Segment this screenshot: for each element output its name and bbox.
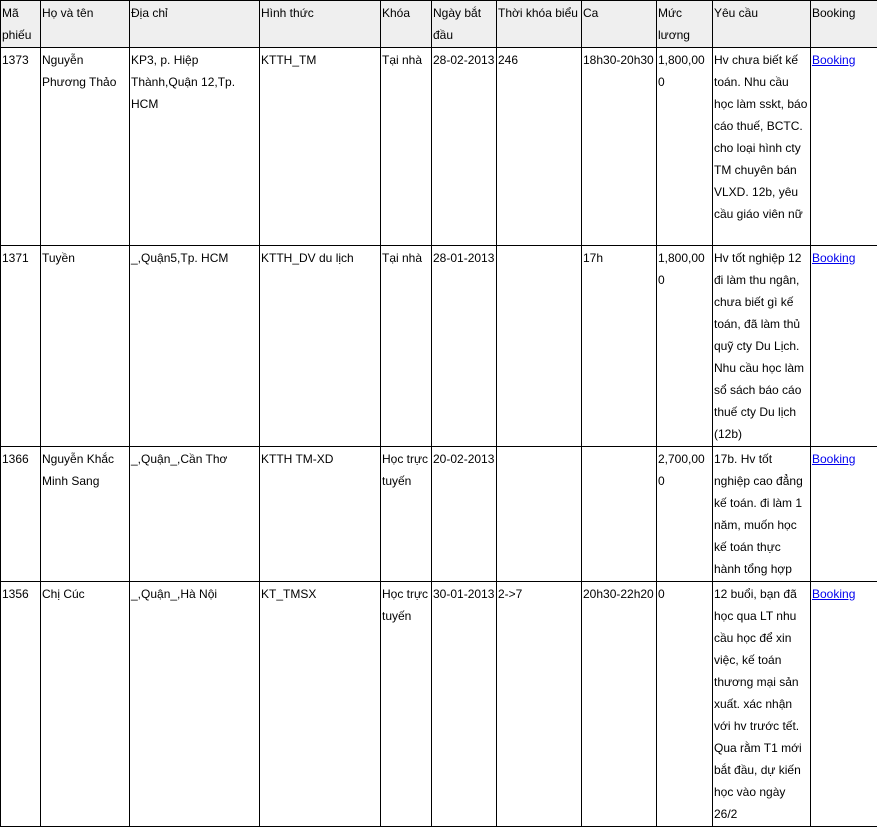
cell-course: Tại nhà — [381, 246, 432, 447]
cell-address: _,Quận_,Hà Nội — [130, 582, 260, 827]
header-hinh-thuc: Hình thức — [260, 1, 381, 48]
cell-address: _,Quận_,Cần Thơ — [130, 447, 260, 582]
cell-schedule: 246 — [497, 48, 582, 246]
cell-shift — [582, 447, 657, 582]
header-ma-phieu: Mã phiếu — [1, 1, 41, 48]
cell-request: Hv tốt nghiệp 12 đi làm thu ngân, chưa b… — [713, 246, 811, 447]
cell-type: KT_TMSX — [260, 582, 381, 827]
cell-id: 1366 — [1, 447, 41, 582]
cell-name: Nguyễn Khắc Minh Sang — [41, 447, 130, 582]
cell-address: KP3, p. Hiệp Thành,Quận 12,Tp. HCM — [130, 48, 260, 246]
cell-address: _,Quận5,Tp. HCM — [130, 246, 260, 447]
header-muc-luong: Mức lương — [657, 1, 713, 48]
cell-start: 20-02-2013 — [432, 447, 497, 582]
cell-start: 28-02-2013 — [432, 48, 497, 246]
cell-booking: Booking — [811, 246, 877, 447]
cell-booking: Booking — [811, 447, 877, 582]
cell-request: Hv chưa biết kế toán. Nhu cầu học làm ss… — [713, 48, 811, 246]
cell-course: Học trực tuyến — [381, 582, 432, 827]
cell-booking: Booking — [811, 48, 877, 246]
cell-course: Học trực tuyến — [381, 447, 432, 582]
header-ho-ten: Họ và tên — [41, 1, 130, 48]
cell-schedule — [497, 246, 582, 447]
cell-salary: 0 — [657, 582, 713, 827]
cell-id: 1356 — [1, 582, 41, 827]
cell-booking: Booking — [811, 582, 877, 827]
booking-link[interactable]: Booking — [812, 251, 855, 265]
cell-request: 12 buổi, bạn đã học qua LT nhu cầu học đ… — [713, 582, 811, 827]
cell-name: Tuyền — [41, 246, 130, 447]
header-dia-chi: Địa chỉ — [130, 1, 260, 48]
cell-id: 1373 — [1, 48, 41, 246]
cell-schedule: 2->7 — [497, 582, 582, 827]
cell-salary: 1,800,000 — [657, 246, 713, 447]
cell-salary: 2,700,000 — [657, 447, 713, 582]
cell-name: Nguyễn Phương Thảo — [41, 48, 130, 246]
cell-name: Chị Cúc — [41, 582, 130, 827]
cell-shift: 20h30-22h20 — [582, 582, 657, 827]
header-ngay-bat-dau: Ngày bắt đầu — [432, 1, 497, 48]
booking-link[interactable]: Booking — [812, 587, 855, 601]
header-row: Mã phiếu Họ và tên Địa chỉ Hình thức Khó… — [1, 1, 877, 48]
cell-start: 30-01-2013 — [432, 582, 497, 827]
cell-schedule — [497, 447, 582, 582]
cell-id: 1371 — [1, 246, 41, 447]
cell-salary: 1,800,000 — [657, 48, 713, 246]
booking-link[interactable]: Booking — [812, 53, 855, 67]
header-khoa: Khóa — [381, 1, 432, 48]
cell-course: Tại nhà — [381, 48, 432, 246]
cell-type: KTTH_DV du lịch — [260, 246, 381, 447]
cell-type: KTTH_TM — [260, 48, 381, 246]
booking-link[interactable]: Booking — [812, 452, 855, 466]
header-thoi-khoa-bieu: Thời khóa biểu — [497, 1, 582, 48]
header-booking: Booking — [811, 1, 877, 48]
cell-start: 28-01-2013 — [432, 246, 497, 447]
header-yeu-cau: Yêu cầu — [713, 1, 811, 48]
cell-shift: 17h — [582, 246, 657, 447]
cell-request: 17b. Hv tốt nghiệp cao đẳng kế toán. đi … — [713, 447, 811, 582]
cell-type: KTTH TM-XD — [260, 447, 381, 582]
header-ca: Ca — [582, 1, 657, 48]
cell-shift: 18h30-20h30 — [582, 48, 657, 246]
